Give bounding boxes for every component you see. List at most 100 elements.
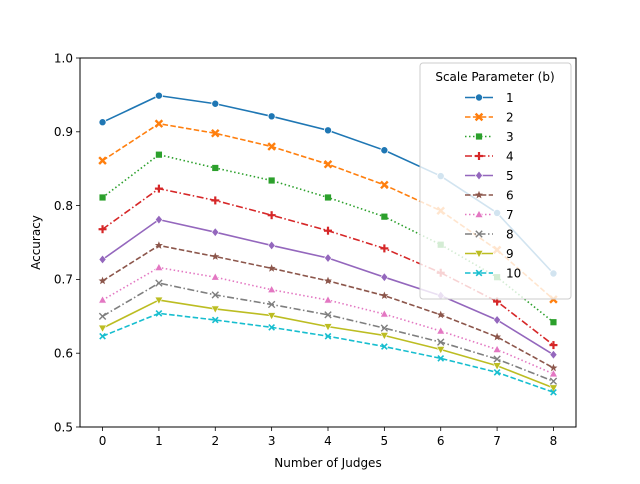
data-point-9-7 <box>492 362 502 371</box>
data-point-3-0 <box>99 194 106 201</box>
data-point-2-5 <box>380 180 389 190</box>
data-point-6-8 <box>549 363 558 372</box>
legend-marker <box>475 269 483 277</box>
data-point-9-5 <box>379 332 389 341</box>
data-point-7-4 <box>323 295 333 304</box>
legend-marker <box>475 133 483 140</box>
data-point-8-0 <box>98 312 107 320</box>
legend-item-2: 2 <box>465 111 514 125</box>
legend-label: 8 <box>506 228 514 242</box>
data-point-9-2 <box>210 305 220 314</box>
data-point-7-1 <box>154 262 164 271</box>
series-5 <box>98 214 558 360</box>
legend-label: 3 <box>506 130 514 144</box>
series-line-8 <box>102 282 554 382</box>
legend-label: 9 <box>506 247 514 261</box>
legend-marker <box>475 152 483 160</box>
legend-item-1: 1 <box>465 91 514 105</box>
data-point-10-2 <box>211 316 219 324</box>
x-axis-label: Number of Judges <box>274 456 381 470</box>
series-6 <box>98 241 558 372</box>
data-point-7-6 <box>436 326 446 335</box>
data-point-5-1 <box>154 214 163 225</box>
data-point-9-4 <box>323 323 333 332</box>
legend-marker <box>475 190 483 199</box>
data-point-7-0 <box>98 295 108 304</box>
legend-label: 2 <box>506 111 514 125</box>
data-point-10-7 <box>493 369 501 376</box>
data-point-1-0 <box>98 118 107 127</box>
x-tick-label: 3 <box>268 434 276 448</box>
data-point-6-1 <box>154 241 163 249</box>
data-point-10-1 <box>155 309 163 317</box>
data-point-9-1 <box>154 296 164 305</box>
legend-marker <box>474 93 483 102</box>
legend-item-6: 6 <box>465 189 514 203</box>
data-point-8-1 <box>155 279 163 287</box>
data-point-8-2 <box>211 291 219 299</box>
data-point-3-8 <box>550 319 557 326</box>
data-point-2-0 <box>98 156 107 165</box>
data-point-1-4 <box>323 126 332 135</box>
series-10 <box>99 309 557 396</box>
data-point-5-2 <box>211 227 220 238</box>
data-point-8-4 <box>324 311 332 319</box>
legend-label: 4 <box>506 150 514 164</box>
data-point-2-2 <box>211 129 220 138</box>
data-point-10-8 <box>550 388 557 396</box>
data-point-5-8 <box>549 349 558 360</box>
legend-item-9: 9 <box>465 247 514 261</box>
data-point-4-8 <box>549 341 558 350</box>
data-point-6-6 <box>436 310 445 319</box>
data-point-5-4 <box>324 253 332 263</box>
data-point-1-3 <box>267 112 276 121</box>
data-point-4-0 <box>98 225 107 234</box>
y-tick-label: 0.6 <box>54 347 73 361</box>
data-point-5-0 <box>98 254 107 265</box>
y-axis-label: Accuracy <box>29 215 43 270</box>
data-point-6-2 <box>211 252 220 260</box>
data-point-10-0 <box>99 332 106 340</box>
data-point-9-6 <box>436 346 446 355</box>
data-point-9-0 <box>98 324 108 333</box>
x-tick-label: 5 <box>381 434 389 448</box>
data-point-5-7 <box>493 315 502 325</box>
legend-title: Scale Parameter (b) <box>435 70 554 84</box>
data-point-6-4 <box>324 276 332 285</box>
data-point-9-3 <box>267 312 277 321</box>
data-point-6-0 <box>98 276 107 285</box>
data-point-7-2 <box>210 272 220 281</box>
data-point-10-4 <box>324 332 332 340</box>
data-point-8-8 <box>549 377 558 385</box>
data-point-4-3 <box>267 211 276 220</box>
data-point-2-1 <box>154 119 164 128</box>
x-tick-label: 2 <box>211 434 219 448</box>
data-point-4-1 <box>154 184 163 193</box>
legend-box <box>419 62 572 300</box>
data-point-3-4 <box>324 194 332 201</box>
data-point-7-5 <box>379 309 389 318</box>
data-point-8-3 <box>267 300 276 309</box>
x-tick-label: 6 <box>437 434 445 448</box>
legend-marker <box>475 230 483 238</box>
series-7 <box>98 262 558 378</box>
series-8 <box>98 279 558 385</box>
data-point-6-3 <box>267 264 276 272</box>
data-point-1-1 <box>154 91 163 100</box>
x-tick-label: 1 <box>155 434 163 448</box>
data-point-8-6 <box>437 338 445 346</box>
data-point-4-5 <box>380 244 389 253</box>
y-tick-label: 0.8 <box>54 199 73 213</box>
data-point-8-5 <box>380 324 389 332</box>
x-tick-label: 8 <box>550 434 558 448</box>
legend-label: 1 <box>506 91 514 105</box>
data-point-3-1 <box>155 151 163 158</box>
data-point-5-3 <box>267 240 276 251</box>
legend-label: 5 <box>506 169 514 183</box>
axes-layer: 0 1 2 3 4 5 6 7 8 0.5 0.6 0.7 0.8 0.9 1.0 <box>54 51 557 448</box>
legend-marker <box>474 209 484 218</box>
legend-marker <box>475 170 483 181</box>
y-tick-label: 0.9 <box>54 125 73 139</box>
